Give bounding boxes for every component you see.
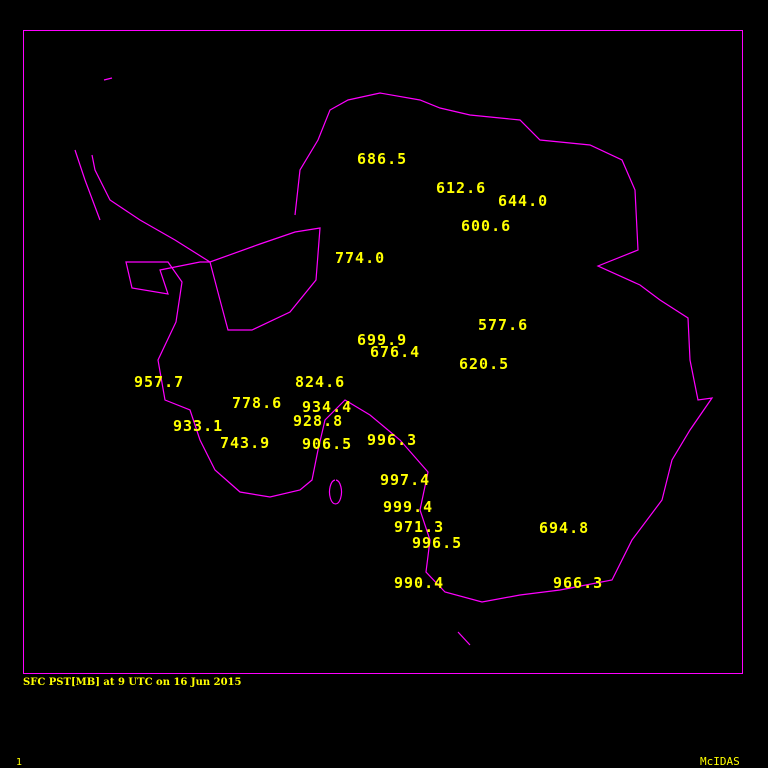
station-value: 824.6 <box>295 373 346 391</box>
map-frame <box>23 30 743 674</box>
station-value: 966.3 <box>553 574 604 592</box>
station-value: 957.7 <box>134 373 185 391</box>
station-value: 933.1 <box>173 417 224 435</box>
station-value: 600.6 <box>461 217 512 235</box>
station-value: 934.4 <box>302 398 353 416</box>
station-value: 686.5 <box>357 150 408 168</box>
station-value: 694.8 <box>539 519 590 537</box>
map-caption: SFC PST[MB] at 9 UTC on 16 Jun 2015 <box>23 677 242 688</box>
station-value: 997.4 <box>380 471 431 489</box>
station-value: 928.8 <box>293 412 344 430</box>
station-value: 620.5 <box>459 355 510 373</box>
frame-number: 1 <box>16 757 23 768</box>
brand-label: McIDAS <box>700 755 740 768</box>
station-value: 577.6 <box>478 316 529 334</box>
station-value: 996.3 <box>367 431 418 449</box>
station-value: 971.3 <box>394 518 445 536</box>
antarctica-coastline <box>74 77 714 646</box>
station-value: 996.5 <box>412 534 463 552</box>
station-value: 906.5 <box>302 435 353 453</box>
station-value: 699.9 <box>357 331 408 349</box>
station-value: 644.0 <box>498 192 549 210</box>
station-value: 778.6 <box>232 394 283 412</box>
station-value: 612.6 <box>436 179 487 197</box>
station-value: 774.0 <box>335 249 386 267</box>
station-value: 743.9 <box>220 434 271 452</box>
station-value: 999.4 <box>383 498 434 516</box>
station-value: 676.4 <box>370 343 421 361</box>
station-value: 990.4 <box>394 574 445 592</box>
